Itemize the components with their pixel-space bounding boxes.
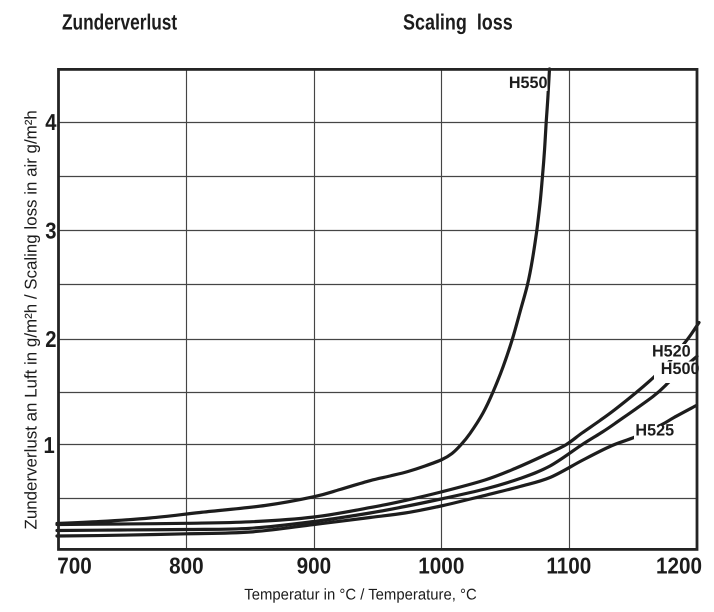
svg-text:Zunderverlust an Luft in g/m²h: Zunderverlust an Luft in g/m²h / Scaling… (22, 110, 41, 529)
svg-text:1200: 1200 (656, 553, 702, 579)
svg-text:Temperatur in °C / Temperature: Temperatur in °C / Temperature, °C (244, 586, 476, 603)
svg-text:1100: 1100 (546, 553, 591, 579)
svg-text:3: 3 (45, 218, 56, 244)
svg-text:H520: H520 (652, 343, 691, 361)
svg-text:2: 2 (45, 326, 56, 352)
svg-text:H525: H525 (635, 422, 674, 440)
svg-text:900: 900 (297, 553, 332, 579)
svg-text:1000: 1000 (418, 553, 464, 579)
svg-text:Zunderverlust: Zunderverlust (62, 9, 178, 34)
svg-text:H500: H500 (661, 360, 700, 378)
svg-text:4: 4 (45, 109, 56, 135)
svg-text:800: 800 (169, 553, 204, 579)
svg-text:1: 1 (44, 432, 55, 458)
svg-text:Scaling loss: Scaling loss (403, 9, 513, 34)
svg-text:700: 700 (57, 553, 92, 579)
svg-text:H550: H550 (509, 74, 548, 92)
